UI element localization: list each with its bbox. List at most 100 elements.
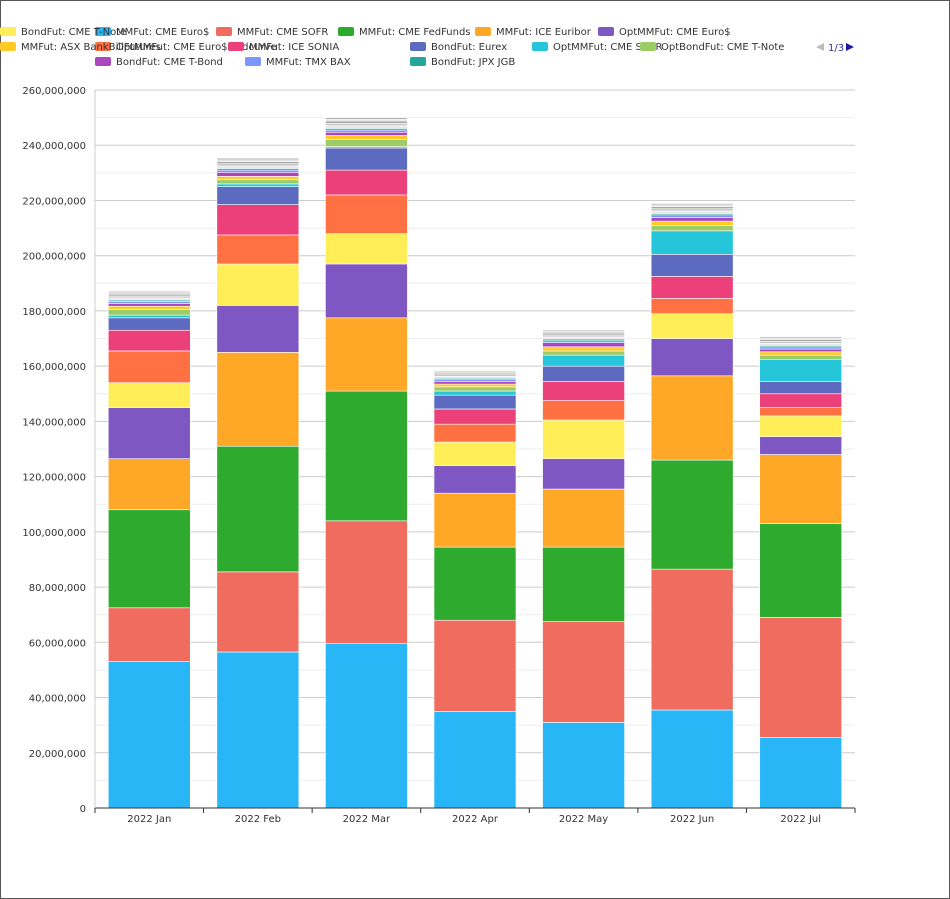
bar-segment[interactable]	[216, 352, 300, 447]
bar-segment[interactable]	[650, 338, 734, 377]
bar-segment[interactable]	[433, 465, 517, 494]
bar-segment[interactable]	[759, 436, 843, 455]
bar-segment[interactable]	[433, 394, 517, 410]
bar-segment[interactable]	[542, 419, 625, 459]
bar-segment[interactable]	[542, 722, 625, 809]
bar-segment[interactable]	[650, 709, 734, 809]
bar-segment[interactable]	[107, 607, 191, 662]
bar-segment[interactable]	[325, 131, 408, 136]
bar-segment[interactable]	[650, 214, 734, 218]
bar-segment[interactable]	[650, 203, 734, 206]
bar-segment[interactable]	[759, 407, 843, 417]
bar-segment[interactable]	[216, 651, 300, 809]
triangle-left-icon[interactable]	[816, 43, 824, 51]
bar-segment[interactable]	[216, 163, 300, 167]
bar-segment[interactable]	[325, 317, 408, 392]
bar-segment[interactable]	[216, 171, 300, 177]
bar-segment[interactable]	[650, 220, 734, 226]
bar-segment[interactable]	[542, 329, 625, 332]
bar-segment[interactable]	[650, 254, 734, 277]
bar-segment[interactable]	[650, 208, 734, 212]
legend-item[interactable]: MMFut: ASX BankBillFutures	[0, 42, 161, 53]
bar-segment[interactable]	[433, 423, 517, 443]
bar-segment[interactable]	[433, 386, 517, 392]
bar-segment[interactable]	[433, 383, 517, 388]
bar-segment[interactable]	[759, 381, 843, 395]
bar-segment[interactable]	[107, 382, 191, 408]
bar-segment[interactable]	[107, 661, 191, 809]
legend-item[interactable]: BondFut: JPX JGB	[410, 57, 515, 68]
legend-item[interactable]: MMFut: TMX BAX	[245, 57, 351, 68]
bar-segment[interactable]	[759, 617, 843, 738]
bar-segment[interactable]	[216, 571, 300, 653]
bar-segment[interactable]	[759, 351, 843, 356]
bar-segment[interactable]	[759, 393, 843, 408]
bar-segment[interactable]	[433, 370, 517, 372]
bar-segment[interactable]	[325, 520, 408, 644]
bar-segment[interactable]	[325, 233, 408, 265]
bar-segment[interactable]	[107, 329, 191, 352]
bar-segment[interactable]	[542, 350, 625, 356]
bar-segment[interactable]	[759, 342, 843, 346]
bar-segment[interactable]	[325, 169, 408, 196]
legend-item[interactable]: OptMMFut: CME Euro$ Midcurve	[95, 42, 277, 53]
bar-segment[interactable]	[542, 400, 625, 421]
bar-segment[interactable]	[759, 415, 843, 437]
bar-segment[interactable]	[759, 336, 843, 339]
bar-segment[interactable]	[216, 176, 300, 181]
bar-segment[interactable]	[325, 120, 408, 124]
bar-segment[interactable]	[107, 509, 191, 609]
bar-segment[interactable]	[107, 458, 191, 511]
bar-segment[interactable]	[325, 123, 408, 126]
triangle-right-icon[interactable]	[846, 43, 854, 51]
bar-segment[interactable]	[216, 186, 300, 205]
legend-item[interactable]: BondFut: CME T-Bond	[95, 57, 223, 68]
bar-segment[interactable]	[216, 157, 300, 161]
bar-segment[interactable]	[107, 350, 191, 384]
bar-segment[interactable]	[325, 390, 408, 522]
bar-segment[interactable]	[650, 210, 734, 214]
bar-segment[interactable]	[216, 445, 300, 573]
bar-segment[interactable]	[759, 346, 843, 350]
bar-segment[interactable]	[325, 643, 408, 809]
bar-segment[interactable]	[107, 303, 191, 307]
bar-segment[interactable]	[650, 298, 734, 314]
bar-segment[interactable]	[650, 375, 734, 461]
bar-segment[interactable]	[325, 117, 408, 120]
bar-segment[interactable]	[542, 354, 625, 367]
bar-segment[interactable]	[433, 390, 517, 396]
bar-segment[interactable]	[650, 459, 734, 570]
bar-segment[interactable]	[650, 568, 734, 711]
bar-segment[interactable]	[433, 619, 517, 712]
legend-item[interactable]: OptMMFut: CME SOFR	[532, 42, 662, 53]
bar-segment[interactable]	[433, 441, 517, 466]
bar-segment[interactable]	[542, 621, 625, 723]
legend-item[interactable]: MMFut: ICE Euribor	[475, 27, 592, 38]
bar-segment[interactable]	[433, 711, 517, 809]
bar-segment[interactable]	[325, 147, 408, 171]
bar-segment[interactable]	[433, 492, 517, 548]
bar-segment[interactable]	[325, 194, 408, 234]
bar-segment[interactable]	[542, 365, 625, 382]
bar-segment[interactable]	[107, 291, 191, 293]
bar-segment[interactable]	[650, 230, 734, 255]
bar-segment[interactable]	[325, 139, 408, 147]
bar-segment[interactable]	[542, 381, 625, 401]
bar-segment[interactable]	[216, 204, 300, 236]
bar-segment[interactable]	[650, 206, 734, 210]
bar-segment[interactable]	[325, 125, 408, 129]
bar-segment[interactable]	[325, 135, 408, 141]
bar-segment[interactable]	[216, 183, 300, 187]
bar-segment[interactable]	[759, 358, 843, 382]
bar-segment[interactable]	[542, 342, 625, 348]
bar-segment[interactable]	[107, 305, 191, 310]
bar-segment[interactable]	[433, 408, 517, 425]
bar-segment[interactable]	[433, 546, 517, 621]
bar-segment[interactable]	[759, 354, 843, 360]
bar-segment[interactable]	[216, 234, 300, 265]
bar-segment[interactable]	[650, 217, 734, 222]
legend-item[interactable]: MMFut: CME Euro$	[95, 27, 209, 38]
legend-item[interactable]: MMFut: CME FedFunds	[338, 27, 471, 38]
bar-segment[interactable]	[542, 488, 625, 548]
bar-segment[interactable]	[650, 225, 734, 232]
